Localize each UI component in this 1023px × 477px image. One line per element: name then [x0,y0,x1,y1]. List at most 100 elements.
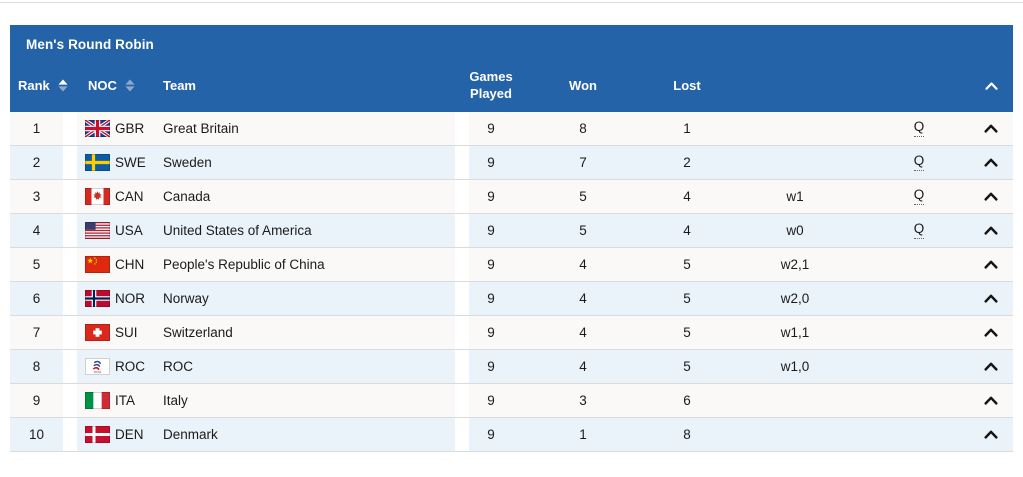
expand-row-icon[interactable] [984,158,998,167]
noc-code: CAN [115,189,144,204]
lost-cell: 5 [653,282,721,315]
qualified-badge[interactable]: Q [913,154,925,171]
expand-row-icon[interactable] [984,260,998,269]
column-gap [63,248,77,281]
standings-row-chn[interactable]: 5 CHN People's Republic of China 9 4 5 w… [10,248,1013,282]
flag-roc-icon [85,358,110,375]
expand-row-icon[interactable] [984,294,998,303]
team-cell: CHN People's Republic of China [77,248,455,281]
flag-gbr-icon [85,120,110,137]
lost-cell: 4 [653,180,721,213]
noc-code: SWE [115,155,146,170]
noc-code: NOR [115,291,145,306]
column-header-noc-label: NOC [88,78,117,93]
qualified-badge[interactable]: Q [913,188,925,205]
sort-icon-noc[interactable] [125,79,135,92]
column-gap [455,418,469,451]
column-header-lost[interactable]: Lost [653,78,721,93]
qualified-badge[interactable]: Q [913,120,925,137]
expand-row-icon[interactable] [984,396,998,405]
expand-row-icon[interactable] [984,362,998,371]
section-title: Men's Round Robin [26,37,154,52]
won-cell: 5 [513,180,653,213]
expand-cell [969,248,1013,281]
team-name: Denmark [163,427,218,442]
column-header-games-played[interactable]: Games Played [469,69,513,102]
rank-cell: 2 [10,146,63,179]
tiebreak-cell: w0 [721,214,869,247]
team-cell: CAN Canada [77,180,455,213]
rank-cell: 9 [10,384,63,417]
tiebreak-cell: w2,0 [721,282,869,315]
column-header-team[interactable]: Team [163,78,469,93]
expand-cell [969,418,1013,451]
tiebreak-cell [721,384,869,417]
collapse-section-icon[interactable] [984,81,998,90]
noc-code: DEN [115,427,144,442]
flag-can-icon [85,188,110,205]
tiebreak-cell: w1,1 [721,316,869,349]
standings-row-ita[interactable]: 9 ITA Italy 9 3 6 [10,384,1013,418]
noc-code: CHN [115,257,145,272]
games-played-cell: 9 [469,316,513,349]
standings-row-swe[interactable]: 2 SWE Sweden 9 7 2 Q [10,146,1013,180]
tiebreak-cell: w2,1 [721,248,869,281]
standings-row-gbr[interactable]: 1 GBR Great Britain 9 8 1 Q [10,112,1013,146]
column-header-games-played-label: Games Played [469,69,513,101]
games-played-cell: 9 [469,146,513,179]
won-cell: 7 [513,146,653,179]
column-header-rank[interactable]: Rank [10,78,77,93]
rank-cell: 8 [10,350,63,383]
column-gap [455,112,469,145]
column-gap [455,214,469,247]
won-cell: 4 [513,350,653,383]
rank-cell: 1 [10,112,63,145]
expand-row-icon[interactable] [984,124,998,133]
team-name: Sweden [163,155,212,170]
column-gap [63,282,77,315]
won-cell: 8 [513,112,653,145]
flag-nor-icon [85,290,110,307]
expand-row-icon[interactable] [984,226,998,235]
qualified-cell [869,350,969,383]
lost-cell: 8 [653,418,721,451]
standings-row-den[interactable]: 10 DEN Denmark 9 1 8 [10,418,1013,452]
column-gap [63,316,77,349]
noc-code: SUI [115,325,138,340]
standings-row-sui[interactable]: 7 SUI Switzerland 9 4 5 w1,1 [10,316,1013,350]
lost-cell: 5 [653,316,721,349]
won-cell: 3 [513,384,653,417]
standings-row-can[interactable]: 3 CAN Canada 9 5 4 w1 Q [10,180,1013,214]
expand-row-icon[interactable] [984,430,998,439]
team-cell: DEN Denmark [77,418,455,451]
column-header-won[interactable]: Won [513,78,653,93]
lost-cell: 6 [653,384,721,417]
flag-usa-icon [85,222,110,239]
games-played-cell: 9 [469,418,513,451]
expand-cell [969,384,1013,417]
team-cell: ROC ROC [77,350,455,383]
expand-row-icon[interactable] [984,328,998,337]
rank-cell: 10 [10,418,63,451]
qualified-badge[interactable]: Q [913,222,925,239]
expand-cell [969,350,1013,383]
tiebreak-cell: w1,0 [721,350,869,383]
expand-row-icon[interactable] [984,192,998,201]
qualified-cell: Q [869,180,969,213]
team-cell: SUI Switzerland [77,316,455,349]
column-gap [455,180,469,213]
rank-cell: 5 [10,248,63,281]
games-played-cell: 9 [469,214,513,247]
column-gap [455,248,469,281]
team-cell: SWE Sweden [77,146,455,179]
lost-cell: 1 [653,112,721,145]
column-header-noc[interactable]: NOC [77,78,163,93]
standings-row-usa[interactable]: 4 USA United States of America 9 5 4 w0 … [10,214,1013,248]
standings-row-roc[interactable]: 8 ROC ROC 9 4 5 w1,0 [10,350,1013,384]
column-header-collapse[interactable] [969,81,1013,90]
games-played-cell: 9 [469,282,513,315]
rank-cell: 7 [10,316,63,349]
column-gap [455,384,469,417]
sort-icon-rank[interactable] [58,79,68,92]
standings-row-nor[interactable]: 6 NOR Norway 9 4 5 w2,0 [10,282,1013,316]
